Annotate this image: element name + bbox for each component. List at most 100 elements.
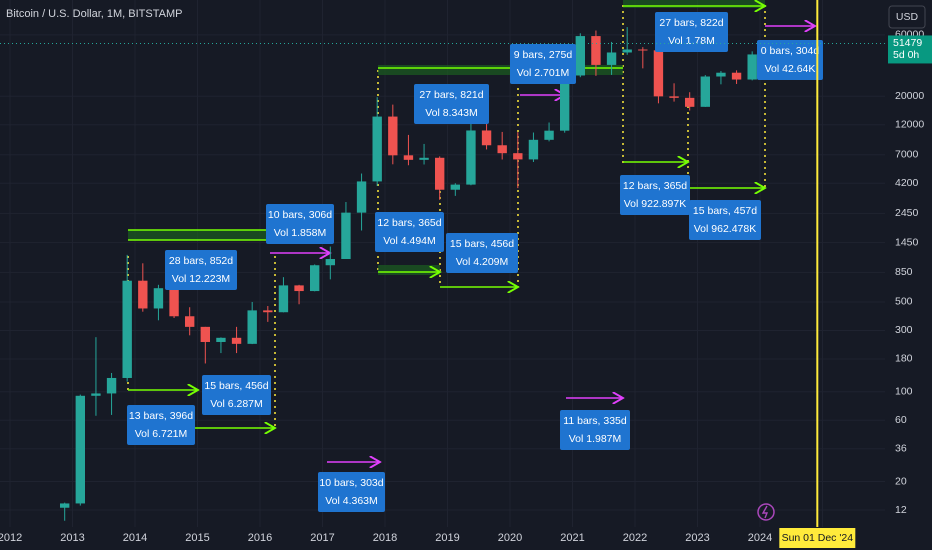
candle-body — [153, 288, 164, 309]
candle-body — [200, 326, 210, 342]
candle-body — [216, 337, 226, 342]
measure-bars: 13 bars, 396d — [129, 410, 193, 422]
y-tick-label: 20 — [895, 475, 907, 487]
x-tick-label: 2015 — [185, 532, 209, 544]
alert-icon[interactable] — [757, 503, 775, 521]
marker-label: Sun 01 Dec '24 — [782, 532, 854, 544]
last-price-bg — [888, 35, 932, 64]
candle-body — [294, 285, 304, 292]
y-tick-label: 1450 — [895, 236, 919, 248]
candle-body — [716, 72, 726, 77]
measure-box — [757, 40, 823, 80]
candle-body — [560, 75, 570, 131]
y-tick-label: 7000 — [895, 149, 919, 161]
candle-body — [544, 130, 554, 140]
candle-body — [372, 116, 382, 182]
candle-body — [185, 316, 195, 327]
y-tick-label: 12 — [895, 504, 907, 516]
currency-label: USD — [896, 11, 919, 23]
candle-body — [669, 96, 679, 98]
candle-body — [747, 54, 757, 80]
measure-bars: 27 bars, 821d — [419, 89, 483, 101]
currency-button[interactable] — [888, 5, 926, 29]
candle-body — [231, 337, 242, 344]
candle-body — [513, 153, 523, 160]
x-tick-label: 2023 — [685, 532, 709, 544]
candle-body — [731, 72, 742, 80]
range-band — [623, 0, 765, 8]
measurements: 28 bars, 852d Vol 12.223M 13 bars, 396d Vol… — [127, 12, 823, 512]
measure-bars: 28 bars, 852d — [169, 255, 233, 267]
x-tick-label: 2019 — [435, 532, 459, 544]
measure-bars: 12 bars, 365d — [377, 217, 441, 229]
measure-volume: Vol 1.858M — [274, 227, 327, 239]
y-tick-label: 180 — [895, 353, 913, 365]
y-tick-label: 60 — [895, 414, 907, 426]
measure-volume: Vol 4.363M — [325, 495, 378, 507]
candle-body — [356, 181, 367, 213]
measure-volume: Vol 1.987M — [569, 433, 622, 445]
y-tick-label: 300 — [895, 324, 913, 336]
x-tick-label: 2022 — [623, 532, 647, 544]
x-tick-label: 2020 — [498, 532, 522, 544]
candle-body — [138, 280, 148, 309]
range-band — [378, 265, 440, 275]
measure-box — [266, 204, 334, 244]
x-tick-label: 2024 — [748, 532, 772, 544]
measure-bars: 10 bars, 306d — [268, 209, 332, 221]
measure-volume: Vol 12.223M — [172, 273, 230, 285]
measure-bars: 10 bars, 303d — [319, 477, 383, 489]
price-axis — [885, 0, 932, 550]
candle-body — [528, 139, 539, 160]
y-tick-label: 36 — [895, 443, 907, 455]
measure-box — [446, 233, 518, 273]
y-tick-label: 2450 — [895, 207, 919, 219]
measure-bars: 27 bars, 822d — [659, 17, 723, 29]
x-tick-label: 2012 — [0, 532, 22, 544]
y-tick-label: 4200 — [895, 177, 919, 189]
candle-body — [91, 393, 101, 396]
candle-body — [388, 116, 398, 156]
candle-body — [638, 49, 648, 51]
candle-body — [419, 157, 429, 160]
last-price-label: 51479 — [893, 37, 922, 49]
x-tick-label: 2017 — [310, 532, 334, 544]
alert-icon-bolt — [761, 505, 769, 519]
measure-box — [414, 84, 489, 124]
candles — [60, 27, 773, 521]
y-tick-label: 850 — [895, 266, 913, 278]
measure-box — [510, 44, 576, 84]
x-tick-label: 2014 — [123, 532, 147, 544]
measure-bars: 15 bars, 456d — [204, 380, 268, 392]
candle-body — [106, 377, 117, 394]
candle-body — [325, 259, 335, 266]
range-band — [378, 65, 623, 75]
time-axis — [0, 527, 932, 550]
measure-bars: 12 bars, 365d — [623, 180, 687, 192]
candle-body — [263, 310, 273, 313]
measure-box — [655, 12, 728, 52]
measure-bars: 11 bars, 335d — [563, 415, 627, 427]
x-tick-label: 2021 — [560, 532, 584, 544]
candle-body — [606, 52, 617, 65]
measure-volume: Vol 4.209M — [456, 256, 509, 268]
candle-body — [278, 285, 289, 313]
measure-volume: Vol 4.494M — [383, 235, 436, 247]
x-tick-label: 2018 — [373, 532, 397, 544]
candle-body — [60, 503, 70, 508]
candle-body — [591, 36, 601, 65]
candle-body — [622, 49, 632, 53]
y-tick-label: 20000 — [895, 90, 924, 102]
measure-box — [620, 175, 690, 215]
chart-title: Bitcoin / U.S. Dollar, 1M, BITSTAMP — [6, 8, 182, 20]
measure-box — [202, 375, 271, 415]
measure-box — [127, 405, 195, 445]
measure-volume: Vol 2.701M — [517, 67, 570, 79]
candle-body — [466, 130, 476, 185]
measure-volume: Vol 962.478K — [694, 223, 756, 235]
measure-volume: Vol 8.343M — [425, 107, 478, 119]
